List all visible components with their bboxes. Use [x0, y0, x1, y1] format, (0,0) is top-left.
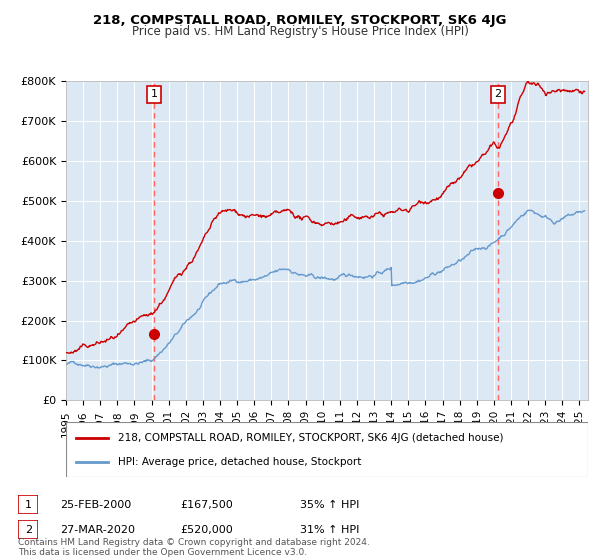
Text: £520,000: £520,000	[180, 525, 233, 535]
Text: 25-FEB-2000: 25-FEB-2000	[60, 500, 131, 510]
Text: Contains HM Land Registry data © Crown copyright and database right 2024.
This d: Contains HM Land Registry data © Crown c…	[18, 538, 370, 557]
Text: 31% ↑ HPI: 31% ↑ HPI	[300, 525, 359, 535]
Text: HPI: Average price, detached house, Stockport: HPI: Average price, detached house, Stoc…	[118, 457, 362, 466]
Text: 27-MAR-2020: 27-MAR-2020	[60, 525, 135, 535]
Text: £167,500: £167,500	[180, 500, 233, 510]
FancyBboxPatch shape	[66, 422, 588, 477]
Text: 35% ↑ HPI: 35% ↑ HPI	[300, 500, 359, 510]
FancyBboxPatch shape	[18, 495, 38, 514]
Text: 2: 2	[494, 89, 502, 99]
Text: 2: 2	[25, 525, 32, 535]
Text: 1: 1	[25, 500, 32, 510]
Text: 218, COMPSTALL ROAD, ROMILEY, STOCKPORT, SK6 4JG: 218, COMPSTALL ROAD, ROMILEY, STOCKPORT,…	[93, 14, 507, 27]
FancyBboxPatch shape	[18, 520, 38, 539]
Text: Price paid vs. HM Land Registry's House Price Index (HPI): Price paid vs. HM Land Registry's House …	[131, 25, 469, 38]
Text: 218, COMPSTALL ROAD, ROMILEY, STOCKPORT, SK6 4JG (detached house): 218, COMPSTALL ROAD, ROMILEY, STOCKPORT,…	[118, 433, 504, 442]
Text: 1: 1	[151, 89, 158, 99]
